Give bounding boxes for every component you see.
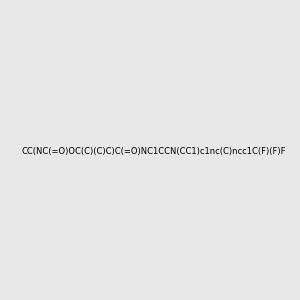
- Text: CC(NC(=O)OC(C)(C)C)C(=O)NC1CCN(CC1)c1nc(C)ncc1C(F)(F)F: CC(NC(=O)OC(C)(C)C)C(=O)NC1CCN(CC1)c1nc(…: [22, 147, 286, 156]
